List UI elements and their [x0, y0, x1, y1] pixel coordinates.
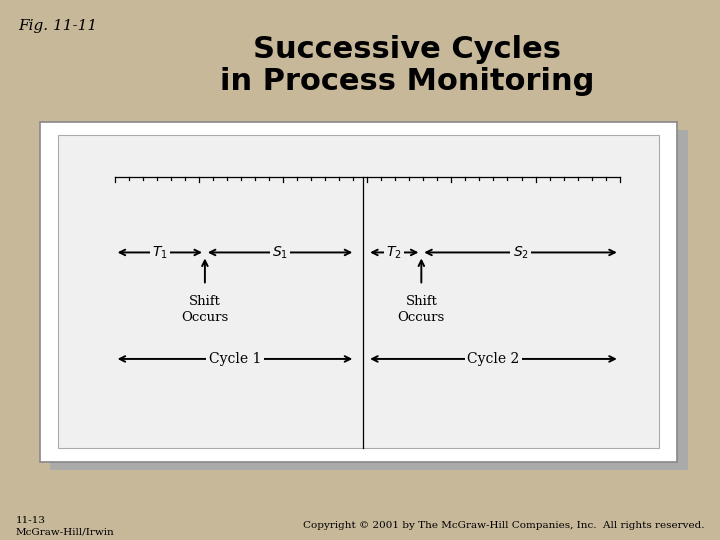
Bar: [50, 130, 688, 470]
Text: Cycle 1: Cycle 1: [209, 352, 261, 366]
Text: Successive Cycles: Successive Cycles: [253, 35, 561, 64]
Bar: [40, 122, 677, 462]
Text: $S_2$: $S_2$: [513, 244, 528, 261]
Bar: [58, 135, 659, 448]
Text: in Process Monitoring: in Process Monitoring: [220, 68, 594, 97]
Text: Copyright © 2001 by The McGraw-Hill Companies, Inc.  All rights reserved.: Copyright © 2001 by The McGraw-Hill Comp…: [302, 521, 704, 530]
Text: $S_1$: $S_1$: [272, 244, 288, 261]
Text: Fig. 11-11: Fig. 11-11: [18, 19, 97, 33]
Text: Shift
Occurs: Shift Occurs: [397, 295, 445, 324]
Text: $T_1$: $T_1$: [152, 244, 168, 261]
Text: 11-13
McGraw-Hill/Irwin: 11-13 McGraw-Hill/Irwin: [16, 516, 114, 537]
Text: Shift
Occurs: Shift Occurs: [181, 295, 228, 324]
Text: Cycle 2: Cycle 2: [467, 352, 520, 366]
Text: $T_2$: $T_2$: [387, 244, 402, 261]
